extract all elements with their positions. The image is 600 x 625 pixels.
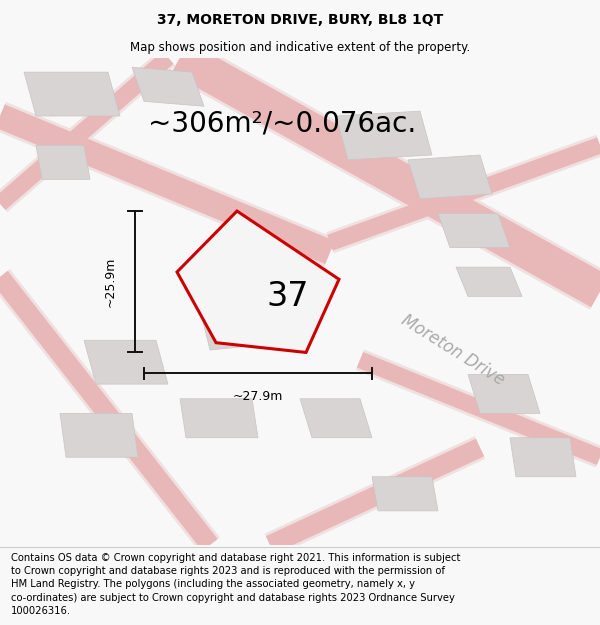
Text: 37: 37: [267, 280, 309, 313]
Text: Map shows position and indicative extent of the property.: Map shows position and indicative extent…: [130, 41, 470, 54]
Polygon shape: [60, 413, 138, 458]
Polygon shape: [372, 477, 438, 511]
Polygon shape: [408, 155, 492, 199]
Polygon shape: [456, 267, 522, 296]
Text: ~27.9m: ~27.9m: [233, 390, 283, 403]
Polygon shape: [180, 399, 258, 437]
Polygon shape: [438, 214, 510, 248]
Polygon shape: [132, 68, 204, 106]
Polygon shape: [468, 374, 540, 413]
Polygon shape: [228, 242, 300, 301]
Polygon shape: [177, 211, 339, 352]
Polygon shape: [198, 296, 258, 350]
Polygon shape: [36, 145, 90, 179]
Polygon shape: [300, 399, 372, 437]
Text: ~25.9m: ~25.9m: [103, 256, 116, 307]
Polygon shape: [510, 438, 576, 477]
Text: Contains OS data © Crown copyright and database right 2021. This information is : Contains OS data © Crown copyright and d…: [11, 553, 460, 616]
Text: ~306m²/~0.076ac.: ~306m²/~0.076ac.: [148, 109, 416, 138]
Text: Moreton Drive: Moreton Drive: [398, 311, 508, 389]
Polygon shape: [24, 72, 120, 116]
Polygon shape: [336, 111, 432, 160]
Polygon shape: [84, 340, 168, 384]
Text: 37, MORETON DRIVE, BURY, BL8 1QT: 37, MORETON DRIVE, BURY, BL8 1QT: [157, 12, 443, 27]
